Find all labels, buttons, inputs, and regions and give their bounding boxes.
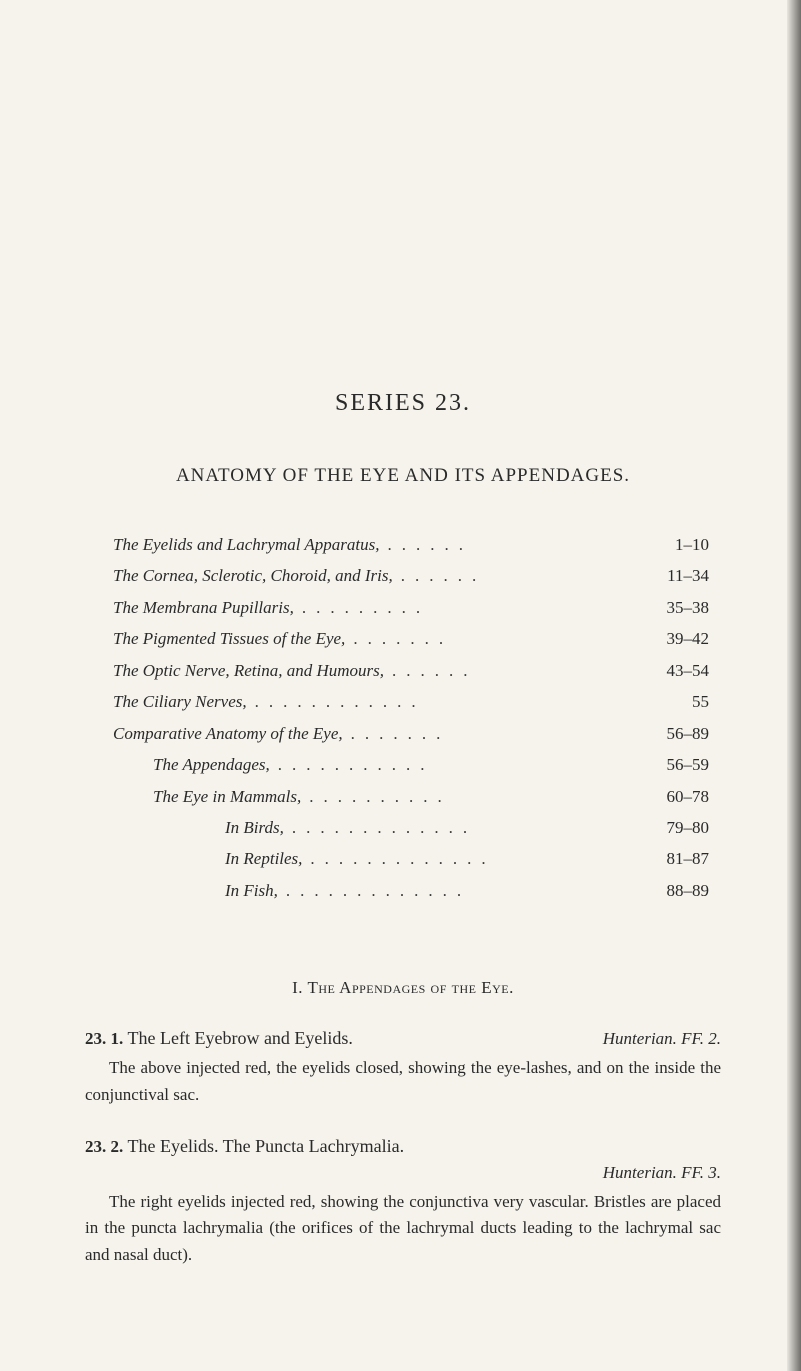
toc-label: The Membrana Pupillaris,	[113, 592, 294, 623]
toc-page: 11–34	[651, 560, 709, 591]
toc-label: The Ciliary Nerves,	[113, 686, 247, 717]
toc-row: In Reptiles, ............. 81–87	[113, 843, 709, 874]
toc-row: The Pigmented Tissues of the Eye, ......…	[113, 623, 709, 654]
entry-block: 23. 2. The Eyelids. The Puncta Lachrymal…	[85, 1136, 721, 1268]
entry-title-line: 23. 1. The Left Eyebrow and Eyelids. Hun…	[85, 1028, 721, 1049]
section-heading: I. The Appendages of the Eye.	[85, 978, 721, 998]
toc-label: The Eyelids and Lachrymal Apparatus,	[113, 529, 379, 560]
toc-row: The Cornea, Sclerotic, Choroid, and Iris…	[113, 560, 709, 591]
entry-body: The above injected red, the eyelids clos…	[85, 1055, 721, 1108]
toc-row: The Eye in Mammals, .......... 60–78	[113, 781, 709, 812]
toc-leader-dots: .........	[294, 592, 651, 623]
toc-leader-dots: ...........	[270, 749, 651, 780]
toc-row: Comparative Anatomy of the Eye, ....... …	[113, 718, 709, 749]
toc-leader-dots: ......	[379, 529, 651, 560]
entry-number: 23. 2.	[85, 1137, 123, 1156]
entry-block: 23. 1. The Left Eyebrow and Eyelids. Hun…	[85, 1028, 721, 1108]
entry-title-line: 23. 2. The Eyelids. The Puncta Lachrymal…	[85, 1136, 721, 1157]
toc-row: The Appendages, ........... 56–59	[113, 749, 709, 780]
toc-row: The Optic Nerve, Retina, and Humours, ..…	[113, 655, 709, 686]
toc-leader-dots: .............	[302, 843, 651, 874]
toc-page: 81–87	[651, 843, 709, 874]
toc-page: 55	[651, 686, 709, 717]
entry-reference: Hunterian. FF. 3.	[85, 1163, 721, 1183]
toc-leader-dots: .......	[345, 623, 651, 654]
table-of-contents: The Eyelids and Lachrymal Apparatus, ...…	[85, 529, 721, 906]
toc-page: 79–80	[651, 812, 709, 843]
entry-body: The right eyelids injected red, showing …	[85, 1189, 721, 1268]
toc-leader-dots: ......	[393, 560, 651, 591]
toc-page: 56–59	[651, 749, 709, 780]
toc-leader-dots: .............	[278, 875, 651, 906]
toc-page: 56–89	[651, 718, 709, 749]
toc-label: Comparative Anatomy of the Eye,	[113, 718, 343, 749]
toc-leader-dots: .............	[284, 812, 651, 843]
toc-leader-dots: .......	[343, 718, 651, 749]
toc-leader-dots: ......	[384, 655, 651, 686]
toc-leader-dots: ............	[247, 686, 651, 717]
toc-label: The Appendages,	[153, 749, 270, 780]
toc-page: 88–89	[651, 875, 709, 906]
toc-label: The Optic Nerve, Retina, and Humours,	[113, 655, 384, 686]
toc-row: The Eyelids and Lachrymal Apparatus, ...…	[113, 529, 709, 560]
toc-row: In Birds, ............. 79–80	[113, 812, 709, 843]
toc-page: 39–42	[651, 623, 709, 654]
toc-row: The Ciliary Nerves, ............ 55	[113, 686, 709, 717]
entry-number: 23. 1.	[85, 1029, 123, 1048]
toc-label: In Reptiles,	[225, 843, 302, 874]
toc-leader-dots: ..........	[301, 781, 651, 812]
toc-page: 35–38	[651, 592, 709, 623]
main-heading: ANATOMY OF THE EYE AND ITS APPENDAGES.	[85, 465, 721, 487]
toc-label: In Birds,	[225, 812, 284, 843]
toc-label: In Fish,	[225, 875, 278, 906]
toc-page: 60–78	[651, 781, 709, 812]
toc-label: The Eye in Mammals,	[153, 781, 301, 812]
toc-label: The Cornea, Sclerotic, Choroid, and Iris…	[113, 560, 393, 591]
entry-title: The Left Eyebrow and Eyelids.	[128, 1028, 353, 1048]
page-edge-shadow	[787, 0, 801, 1371]
series-title: SERIES 23.	[85, 0, 721, 417]
toc-label: The Pigmented Tissues of the Eye,	[113, 623, 345, 654]
toc-page: 43–54	[651, 655, 709, 686]
toc-row: In Fish, ............. 88–89	[113, 875, 709, 906]
toc-row: The Membrana Pupillaris, ......... 35–38	[113, 592, 709, 623]
entry-reference: Hunterian. FF. 2.	[603, 1029, 721, 1049]
toc-page: 1–10	[651, 529, 709, 560]
entry-title: The Eyelids. The Puncta Lachrymalia.	[128, 1136, 405, 1156]
